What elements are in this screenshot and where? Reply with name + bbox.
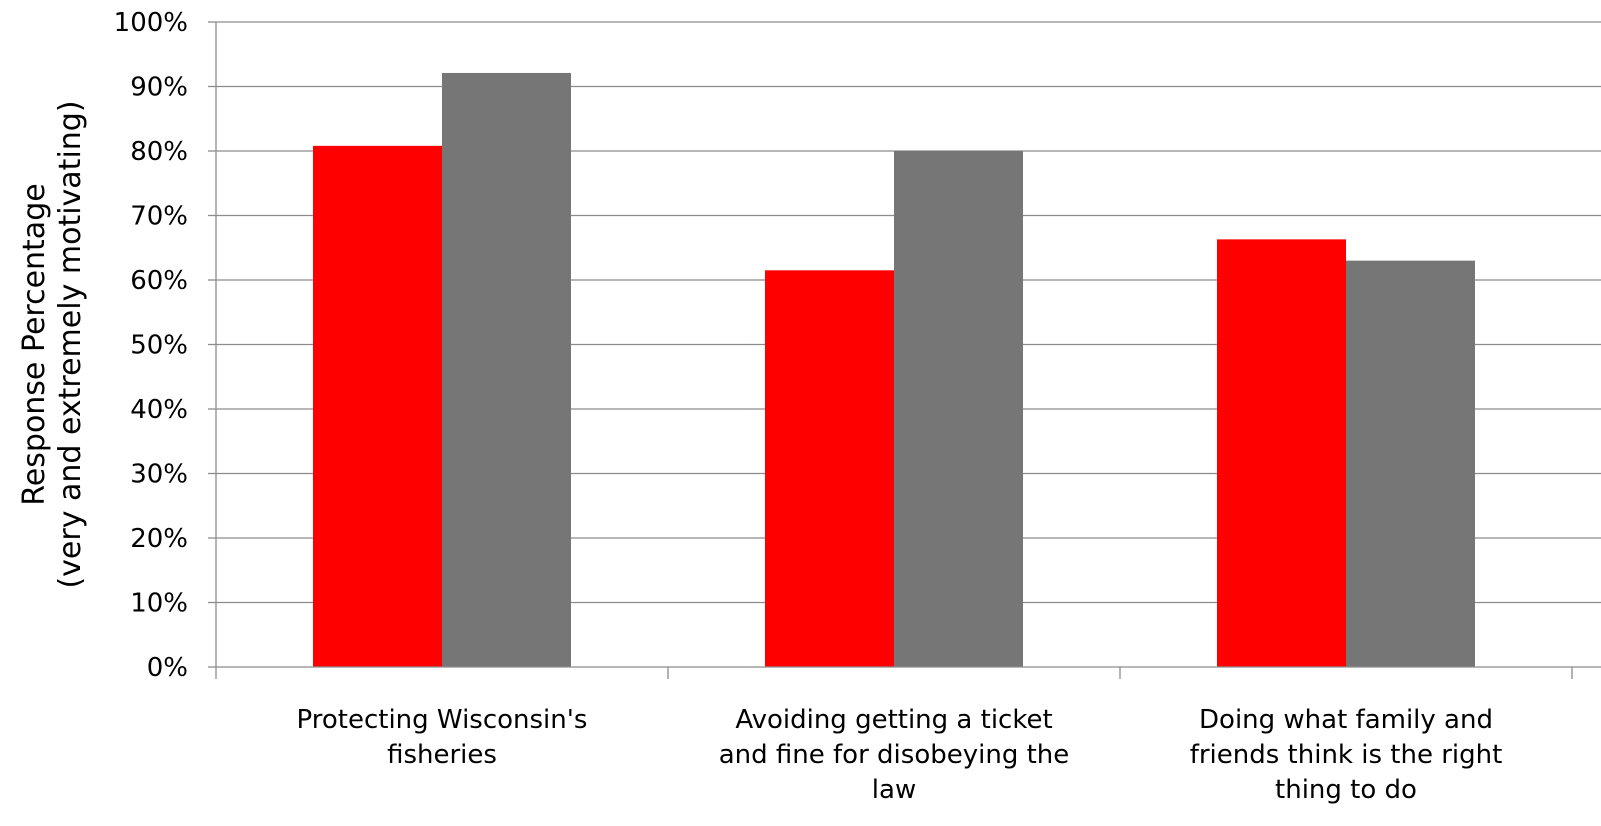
y-tick-label: 80% (130, 137, 188, 167)
y-axis-title-group: Response Percentage (very and extremely m… (17, 100, 88, 588)
x-category-label-line: fisheries (387, 740, 497, 770)
x-category-label-line: Protecting Wisconsin's (297, 705, 588, 735)
y-tick-label: 70% (130, 202, 188, 232)
bar-series-1-2 (765, 270, 894, 667)
y-axis-title-line: Response Percentage (17, 183, 52, 505)
x-category-label-line: law (872, 775, 916, 805)
y-axis-title-line: (very and extremely motivating) (53, 100, 88, 588)
x-category-label: Avoiding getting a ticket and fine for di… (719, 705, 1070, 805)
bar-series-1-3 (1217, 239, 1346, 668)
y-tick-label: 100% (114, 8, 188, 38)
bar-series-2-2 (894, 151, 1023, 667)
y-tick-label: 40% (130, 395, 188, 425)
y-tick-label: 50% (130, 331, 188, 361)
y-axis-title: Response Percentage (very and extremely m… (17, 100, 88, 588)
bar-series-1-1 (313, 145, 442, 668)
x-category-label-line: Avoiding getting a ticket (735, 705, 1052, 735)
x-category-label: Protecting Wisconsin's fisheries (297, 705, 588, 770)
y-tick-label: 60% (130, 266, 188, 296)
x-category-label-line: friends think is the right (1190, 740, 1503, 770)
x-category-label-line: and fine for disobeying the (719, 740, 1070, 770)
y-tick-label: 30% (130, 460, 188, 490)
bars (313, 72, 1475, 668)
bar-series-2-1 (442, 72, 571, 667)
x-category-labels: Protecting Wisconsin's fisheries Avoiding … (297, 705, 1503, 805)
bar-series-2-3 (1346, 260, 1475, 667)
y-tick-label: 90% (130, 73, 188, 103)
y-tick-label: 20% (130, 524, 188, 554)
y-tick-label: 10% (130, 589, 188, 619)
x-category-label-line: Doing what family and (1199, 705, 1493, 735)
x-category-label-line: thing to do (1275, 775, 1417, 805)
x-category-label: Doing what family and friends think is th… (1190, 705, 1503, 805)
y-tick-label: 0% (147, 653, 188, 683)
axes (208, 21, 1601, 679)
y-tick-labels: 0% 10% 20% 30% 40% 50% 60% 70% 80% 90% 100% (114, 8, 188, 683)
